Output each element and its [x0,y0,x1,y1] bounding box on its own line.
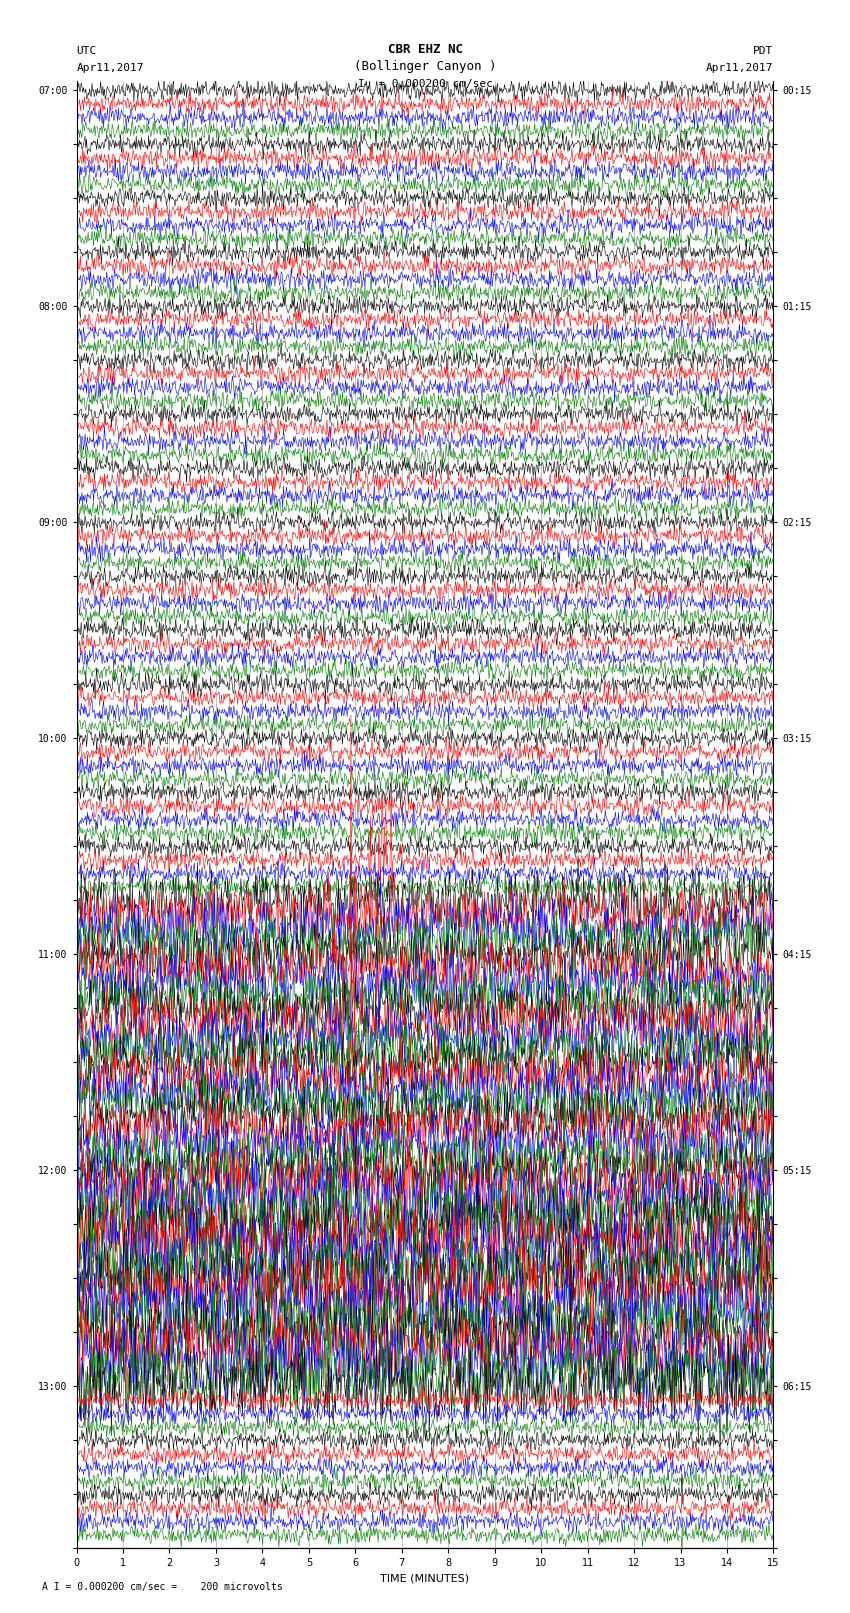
Text: A I = 0.000200 cm/sec =    200 microvolts: A I = 0.000200 cm/sec = 200 microvolts [42,1582,283,1592]
Text: PDT: PDT [753,47,774,56]
Text: (Bollinger Canyon ): (Bollinger Canyon ) [354,60,496,73]
X-axis label: TIME (MINUTES): TIME (MINUTES) [381,1574,469,1584]
Text: Apr11,2017: Apr11,2017 [76,63,144,73]
Text: UTC: UTC [76,47,97,56]
Text: Apr11,2017: Apr11,2017 [706,63,774,73]
Text: I  = 0.000200 cm/sec: I = 0.000200 cm/sec [358,79,492,89]
Text: CBR EHZ NC: CBR EHZ NC [388,44,462,56]
